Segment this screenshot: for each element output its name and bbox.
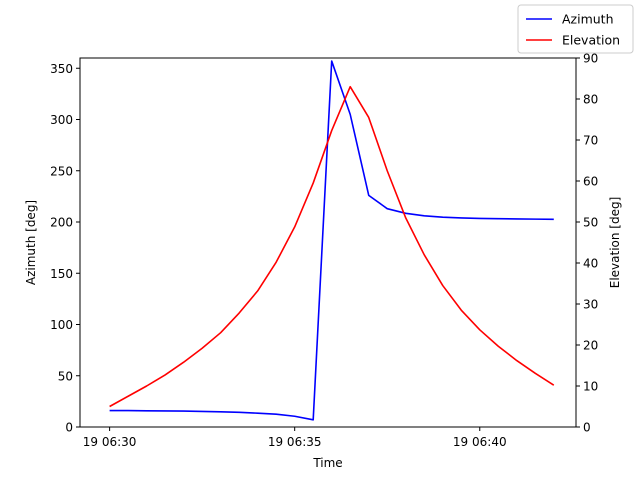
series-line-elevation xyxy=(109,85,555,408)
y-right-tick-label: 60 xyxy=(583,175,598,189)
y-left-tick-label: 350 xyxy=(50,62,73,76)
y-right-tick-label: 20 xyxy=(583,339,598,353)
series-layer xyxy=(109,60,555,421)
y-left-tick-label: 300 xyxy=(50,113,73,127)
y-left-tick-label: 150 xyxy=(50,267,73,281)
x-tick-label: 19 06:35 xyxy=(268,435,322,449)
y-axis-left: 0 50 100 150 200 250 300 350 xyxy=(50,62,80,435)
x-tick-label: 19 06:40 xyxy=(453,435,507,449)
y-axis-right: 0 10 20 30 40 50 60 70 80 90 xyxy=(576,52,598,435)
y-right-tick-label: 70 xyxy=(583,134,598,148)
x-axis: 19 06:30 19 06:35 19 06:40 xyxy=(83,427,507,449)
plot-frame xyxy=(79,57,577,428)
y-left-tick-label: 250 xyxy=(50,164,73,178)
y-right-tick-label: 0 xyxy=(583,421,591,435)
series-line-azimuth xyxy=(109,60,554,421)
legend-label-elevation: Elevation xyxy=(562,33,620,48)
y-right-tick-label: 80 xyxy=(583,93,598,107)
legend-box xyxy=(517,4,634,54)
legend: Azimuth Elevation xyxy=(517,4,634,54)
legend-label-azimuth: Azimuth xyxy=(562,12,614,27)
y-right-tick-label: 10 xyxy=(583,380,598,394)
y-right-tick-label: 40 xyxy=(583,257,598,271)
y-left-tick-label: 0 xyxy=(65,421,73,435)
y-left-tick-label: 50 xyxy=(58,369,73,383)
y-axis-left-label: Azimuth [deg] xyxy=(24,200,38,285)
y-axis-right-label: Elevation [deg] xyxy=(608,197,622,289)
y-right-tick-label: 90 xyxy=(583,52,598,66)
y-left-tick-label: 100 xyxy=(50,318,73,332)
y-left-tick-label: 200 xyxy=(50,216,73,230)
y-right-tick-label: 30 xyxy=(583,298,598,312)
x-axis-label: Time xyxy=(312,456,342,470)
y-right-tick-label: 50 xyxy=(583,216,598,230)
x-tick-label: 19 06:30 xyxy=(83,435,137,449)
